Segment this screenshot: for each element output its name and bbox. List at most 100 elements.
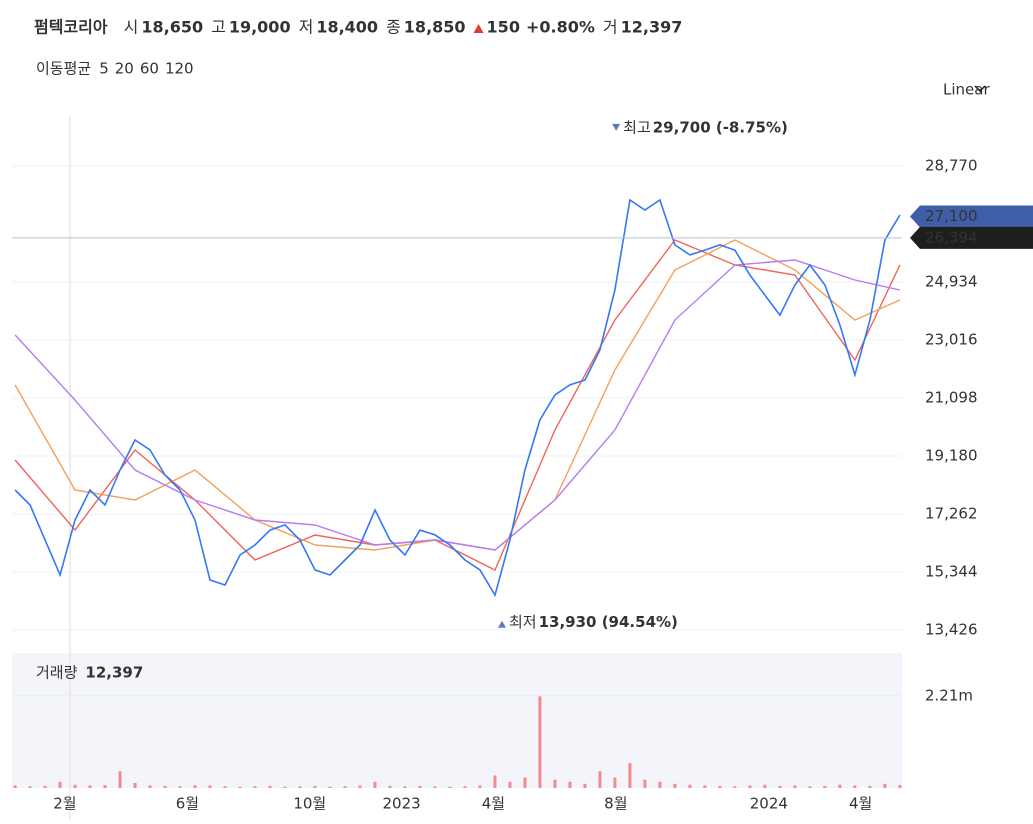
stock-name: 펌텍코리아 xyxy=(34,18,108,37)
volume-bar xyxy=(133,783,137,788)
volume-bar xyxy=(148,785,152,788)
y-tick-label: 15,344 xyxy=(925,562,978,580)
ma-legend: 5 20 60 120 xyxy=(99,60,193,78)
y-tick-label: 28,770 xyxy=(925,156,978,174)
volume-bar xyxy=(433,786,437,788)
volume-bar xyxy=(208,785,212,788)
volume-bar xyxy=(448,786,452,788)
annotation-label: 최고 xyxy=(623,118,651,136)
volume-bar xyxy=(223,786,227,788)
volume-bar xyxy=(268,785,272,788)
volume-bar xyxy=(28,786,32,788)
x-tick-label: 2023 xyxy=(383,795,421,813)
volume-bar xyxy=(748,785,752,788)
volume-bar xyxy=(553,779,557,788)
volume-bar xyxy=(43,785,47,788)
ma-line xyxy=(14,239,901,571)
quote-label: 종 xyxy=(386,18,401,37)
x-tick-label: 8월 xyxy=(604,795,627,813)
price-tag-label: 26,394 xyxy=(925,228,978,246)
volume-bar xyxy=(853,785,857,788)
volume-bar xyxy=(298,786,302,788)
quote-label: 거 xyxy=(603,18,618,37)
ma-title: 이동평균 xyxy=(36,60,91,78)
dropdown-icon[interactable] xyxy=(974,85,986,93)
volume-bar xyxy=(718,785,722,788)
scale-mode[interactable]: Linear xyxy=(943,81,990,99)
x-tick-label: 4월 xyxy=(482,795,505,813)
volume-bar xyxy=(823,785,827,788)
volume-bar xyxy=(328,786,332,788)
quote-value: 18,850 xyxy=(404,18,466,37)
volume-bar xyxy=(688,784,692,788)
volume-bar xyxy=(73,784,77,788)
volume-bar xyxy=(643,779,647,788)
quote-value: 18,650 xyxy=(141,18,203,37)
price-tag-label: 27,100 xyxy=(925,207,978,225)
volume-bar xyxy=(523,777,527,788)
x-tick-label: 6월 xyxy=(176,795,199,813)
ma-period: 20 xyxy=(115,60,134,78)
volume-value: 12,397 xyxy=(85,664,143,682)
quote-label: 시 xyxy=(124,18,139,37)
y-tick-label: 21,098 xyxy=(925,388,978,406)
x-tick-label: 4월 xyxy=(849,795,872,813)
quote-value: 12,397 xyxy=(621,18,683,37)
volume-bar xyxy=(793,785,797,788)
volume-bar xyxy=(598,771,602,788)
volume-bar xyxy=(163,785,167,788)
volume-bar xyxy=(283,786,287,788)
volume-bar xyxy=(538,696,542,788)
volume-bar xyxy=(313,785,317,788)
y-tick-label: 19,180 xyxy=(925,446,978,464)
volume-bar xyxy=(478,785,482,788)
annotation-icon xyxy=(497,620,506,628)
volume-bar xyxy=(373,781,377,788)
volume-bar xyxy=(418,785,422,788)
quote: 시 18,650 고 19,000 저 18,400 종 18,850 150 +0.80% 거 12… xyxy=(124,18,683,37)
volume-bar xyxy=(868,785,872,788)
price-line xyxy=(14,198,901,598)
ma-line xyxy=(14,259,901,551)
volume-bar xyxy=(808,786,812,788)
volume-bar xyxy=(88,785,92,788)
volume-bar xyxy=(883,783,887,788)
x-tick-label: 2월 xyxy=(53,795,76,813)
volume-bar xyxy=(613,777,617,788)
volume-bar xyxy=(763,784,767,788)
y-tick-label: 2.21m xyxy=(925,686,973,704)
change-pct: +0.80% xyxy=(526,18,595,37)
y-tick-label: 24,934 xyxy=(925,272,978,290)
volume-bar xyxy=(463,786,467,788)
quote-value: 18,400 xyxy=(316,18,378,37)
volume-pane xyxy=(12,653,902,788)
volume-bar xyxy=(568,781,572,788)
annotation-text: 29,700 (-8.75%) xyxy=(653,118,788,136)
quote-label: 저 xyxy=(299,18,314,37)
volume-bar xyxy=(193,785,197,788)
volume-bar xyxy=(673,783,677,788)
y-tick-label: 23,016 xyxy=(925,330,978,348)
volume-bar xyxy=(703,785,707,788)
x-tick-label: 2024 xyxy=(750,795,788,813)
volume-bar xyxy=(628,763,632,788)
volume-bar xyxy=(358,785,362,788)
volume-bar xyxy=(658,781,662,788)
price-tag xyxy=(910,226,1033,249)
ma-period: 60 xyxy=(140,60,159,78)
ma-line xyxy=(14,239,901,551)
y-tick-label: 13,426 xyxy=(925,620,978,638)
volume-bar xyxy=(58,781,62,788)
volume-title: 거래량 xyxy=(36,664,78,682)
volume-bar xyxy=(778,785,782,788)
up-icon xyxy=(473,24,484,33)
ma-period: 120 xyxy=(165,60,194,78)
volume-bar xyxy=(343,786,347,788)
volume-bar xyxy=(103,785,107,788)
price-tag xyxy=(910,205,1033,228)
annotation-label: 최저 xyxy=(509,613,537,631)
annotation-text: 13,930 (94.54%) xyxy=(539,613,678,631)
volume-bar xyxy=(13,785,17,788)
